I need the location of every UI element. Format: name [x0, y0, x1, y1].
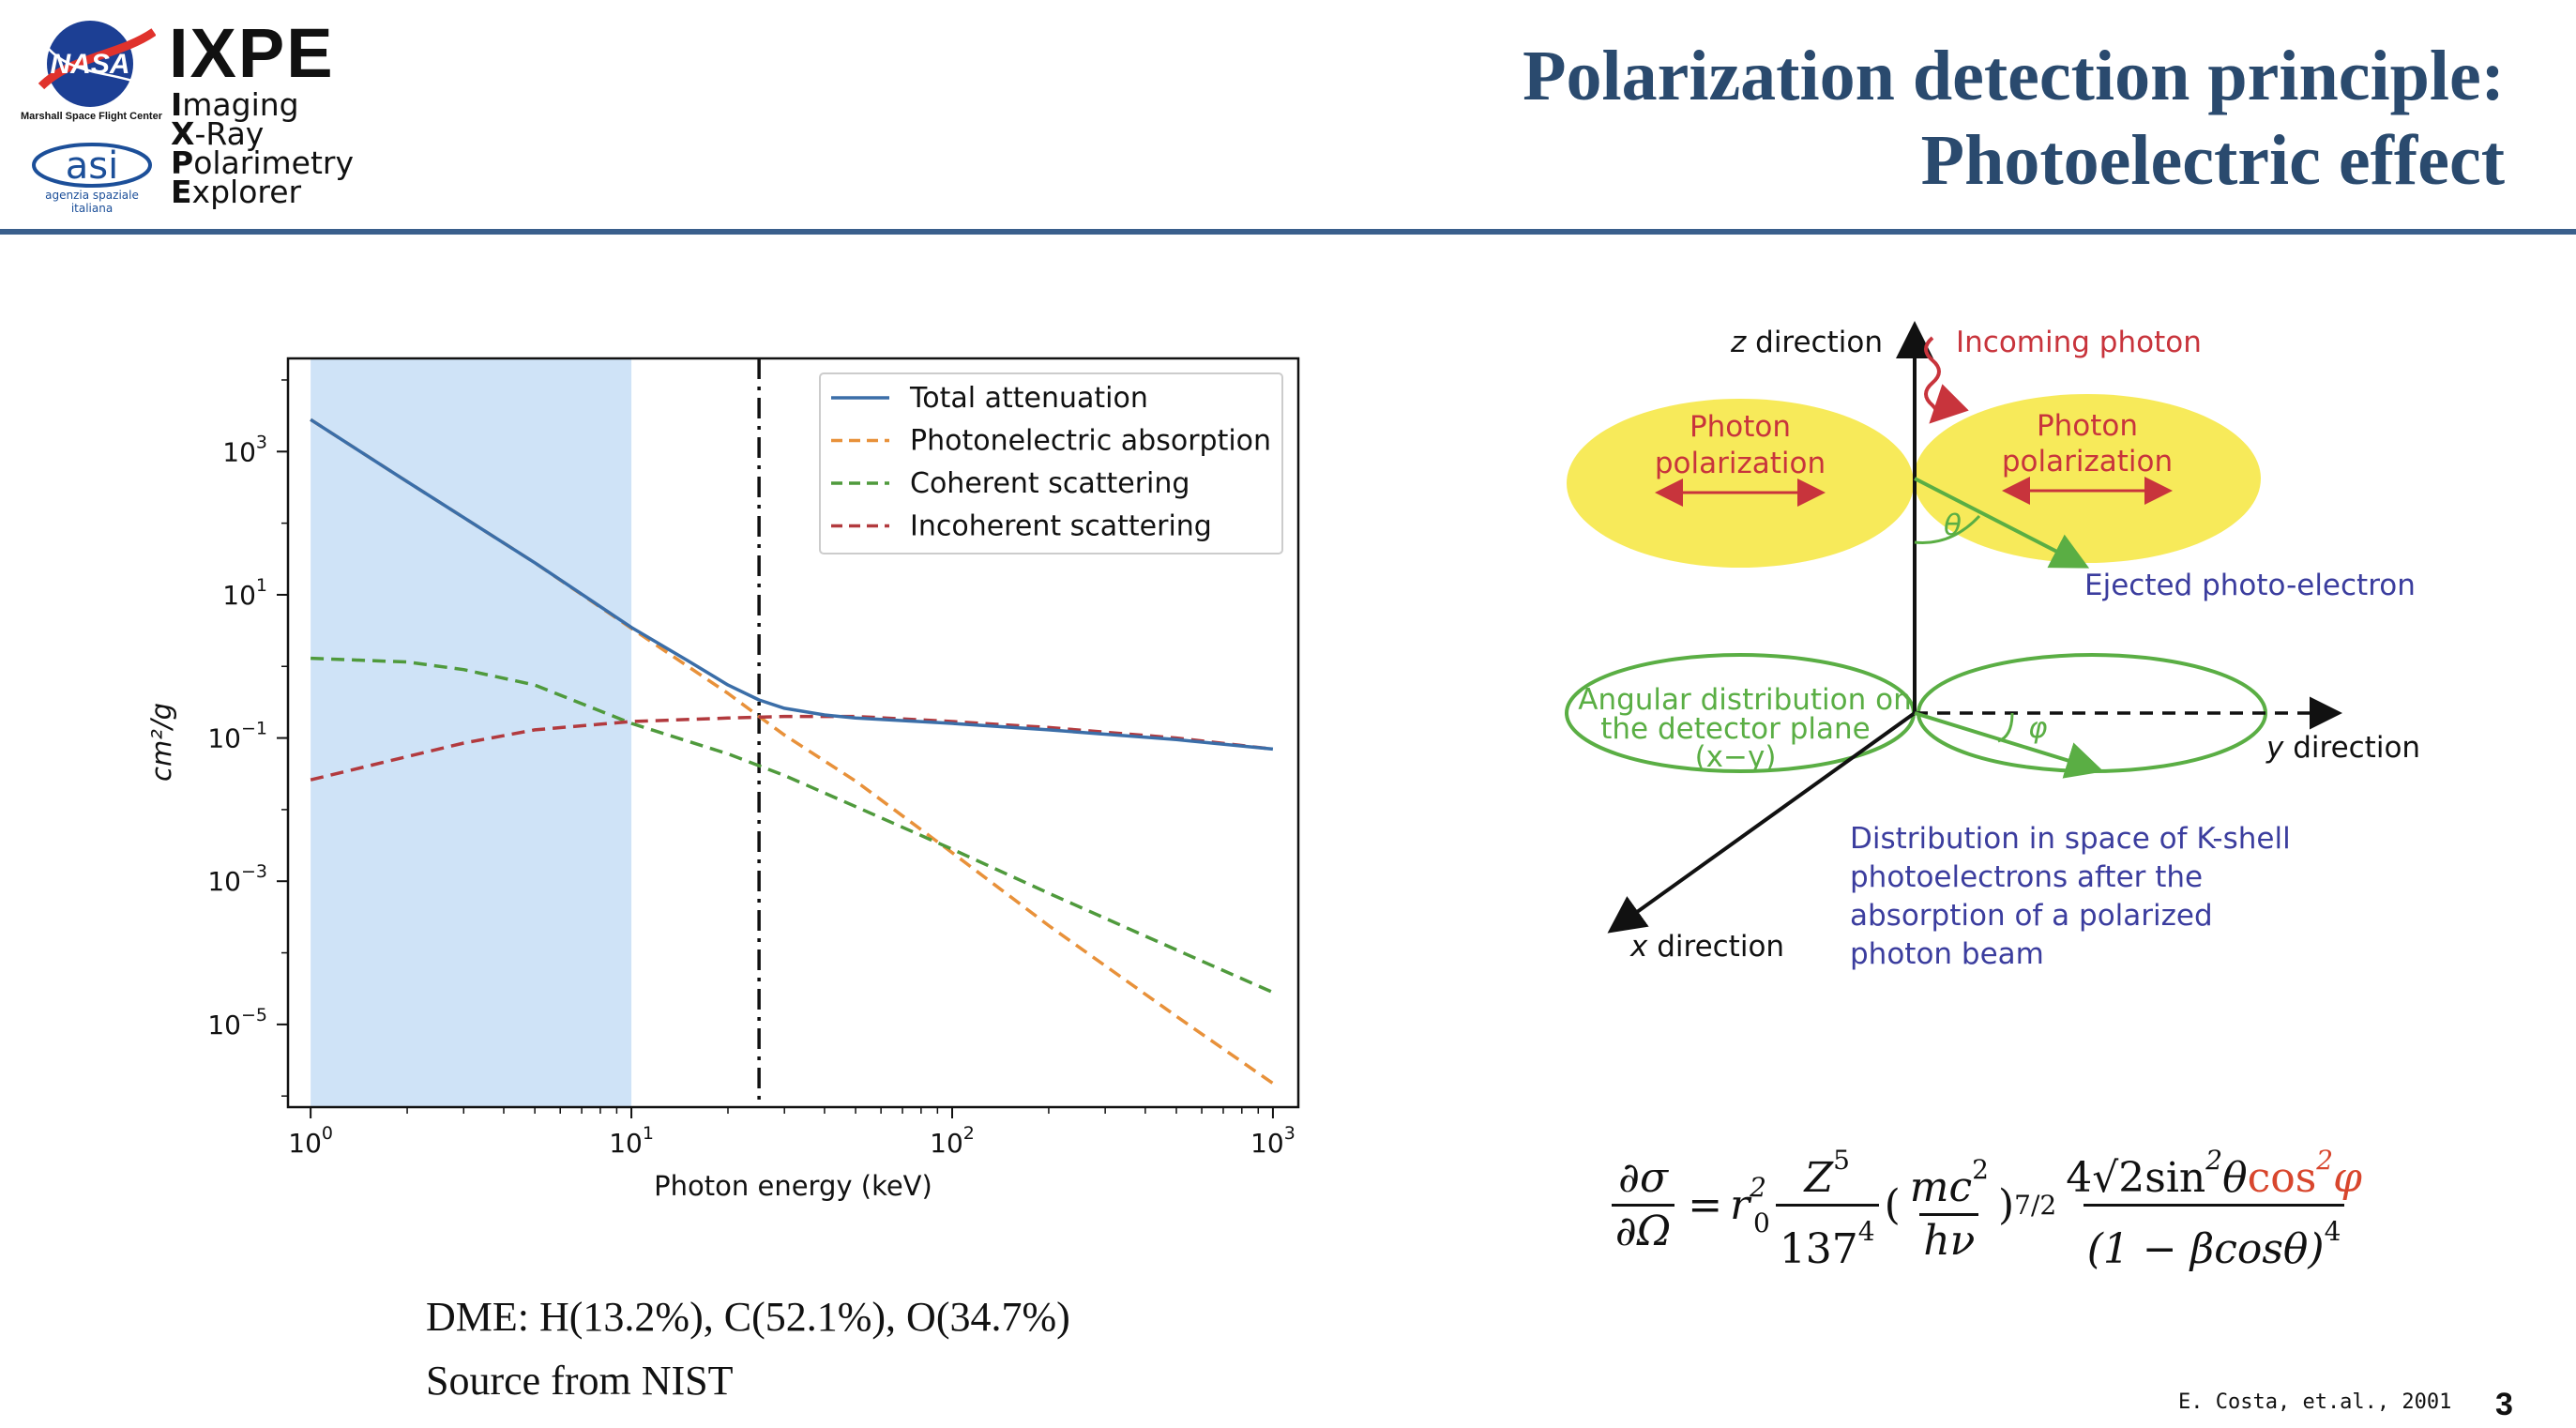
asi-logo: asi agenzia spaziale italiana: [26, 131, 158, 216]
legend-label-3: Incoherent scattering: [910, 510, 1212, 543]
photon-label-left-2: polarization: [1655, 447, 1826, 480]
distribution-text-3: absorption of a polarized: [1850, 899, 2213, 933]
data-source-note: Source from NIST: [426, 1357, 734, 1405]
energy-fraction: mc2 hν: [1906, 1145, 1993, 1267]
y-direction-label: y direction: [2265, 731, 2420, 765]
equals-sign: =: [1688, 1181, 1722, 1229]
distribution-text-4: photon beam: [1850, 937, 2044, 971]
y-tick-label-0: 103: [222, 432, 267, 467]
close-paren: ): [1998, 1181, 2014, 1229]
citation: E. Costa, et.al., 2001: [2178, 1390, 2451, 1414]
asi-caption-1: agenzia spaziale: [45, 189, 139, 202]
classical-radius: r20: [1730, 1172, 1770, 1238]
angular-fraction: 4√2sin2θcos2φ (1 − βcosθ)4: [2062, 1135, 2366, 1275]
slide-title-line-1: Polarization detection principle:: [1523, 36, 2505, 117]
photoelectric-diagram: Photon polarization Photon polarization …: [1538, 300, 2477, 1013]
x-tick-label-3: 103: [1250, 1123, 1296, 1159]
nasa-logo: NASA: [34, 19, 146, 113]
slide-title-line-2: Photoelectric effect: [1921, 120, 2505, 202]
legend-label-2: Coherent scattering: [910, 467, 1190, 500]
theta-symbol: θ: [1944, 509, 1962, 542]
acronym-line-explorer: Explorer: [171, 177, 354, 206]
phi-symbol: φ: [2028, 711, 2048, 745]
legend-label-0: Total attenuation: [909, 382, 1148, 415]
lhs-fraction: ∂σ ∂Ω: [1612, 1153, 1674, 1257]
z-direction-label: z direction: [1730, 326, 1883, 359]
lhs-denominator: ∂Ω: [1612, 1204, 1674, 1257]
photon-label-left-1: Photon: [1690, 410, 1791, 444]
ixpe-acronym: Imaging X-Ray Polarimetry Explorer: [171, 90, 354, 206]
distribution-text-1: Distribution in space of K-shell: [1850, 822, 2291, 856]
asi-wordmark: asi: [66, 144, 118, 188]
legend-label-1: Photonelectric absorption: [910, 425, 1271, 458]
x-tick-label-2: 102: [930, 1123, 975, 1159]
gas-composition-note: DME: H(13.2%), C(52.1%), O(34.7%): [426, 1293, 1070, 1341]
distribution-text-2: photoelectrons after the: [1850, 860, 2203, 894]
shaded-energy-band: [311, 358, 631, 1107]
incoming-photon-wave: [1926, 338, 1939, 418]
cross-section-formula: ∂σ ∂Ω = r20 Z5 1374 ( mc2 hν ) 7/2 4√2si…: [1606, 1135, 2371, 1275]
x-direction-label: x direction: [1629, 930, 1784, 964]
ixpe-title: IXPE: [169, 13, 335, 93]
z-direction-text: direction: [1746, 326, 1883, 359]
attenuation-chart: 100 101 102 103 103 101 10−1 10−3 10−5 Photon en…: [113, 338, 1323, 1238]
z-fraction: Z5 1374: [1776, 1135, 1879, 1275]
asi-caption-2: italiana: [71, 202, 113, 215]
open-paren: (: [1885, 1181, 1901, 1229]
angular-label-3: (x−y): [1695, 740, 1777, 774]
y-tick-label-3: 10−3: [207, 861, 267, 897]
page-number: 3: [2495, 1387, 2513, 1423]
nasa-wordmark: NASA: [50, 49, 129, 80]
y-axis-label: cm²/g: [145, 703, 177, 782]
incoming-photon-label: Incoming photon: [1956, 326, 2202, 359]
exponent-7-2: 7/2: [2014, 1190, 2056, 1221]
y-tick-label-2: 10−1: [207, 719, 267, 754]
y-tick-label-1: 101: [222, 575, 267, 611]
ejected-electron-label: Ejected photo-electron: [2084, 569, 2416, 602]
header-divider: [0, 229, 2576, 235]
x-axis-label: Photon energy (keV): [654, 1170, 932, 1202]
photon-label-right-1: Photon: [2037, 409, 2138, 443]
x-tick-label-1: 101: [609, 1123, 654, 1159]
phi-arc: [1998, 713, 2012, 741]
photon-label-right-2: polarization: [2002, 445, 2173, 479]
x-tick-label-0: 100: [288, 1123, 333, 1159]
y-tick-label-4: 10−5: [207, 1005, 267, 1041]
nasa-caption: Marshall Space Flight Center: [21, 111, 162, 122]
lhs-numerator: ∂σ: [1614, 1153, 1672, 1204]
